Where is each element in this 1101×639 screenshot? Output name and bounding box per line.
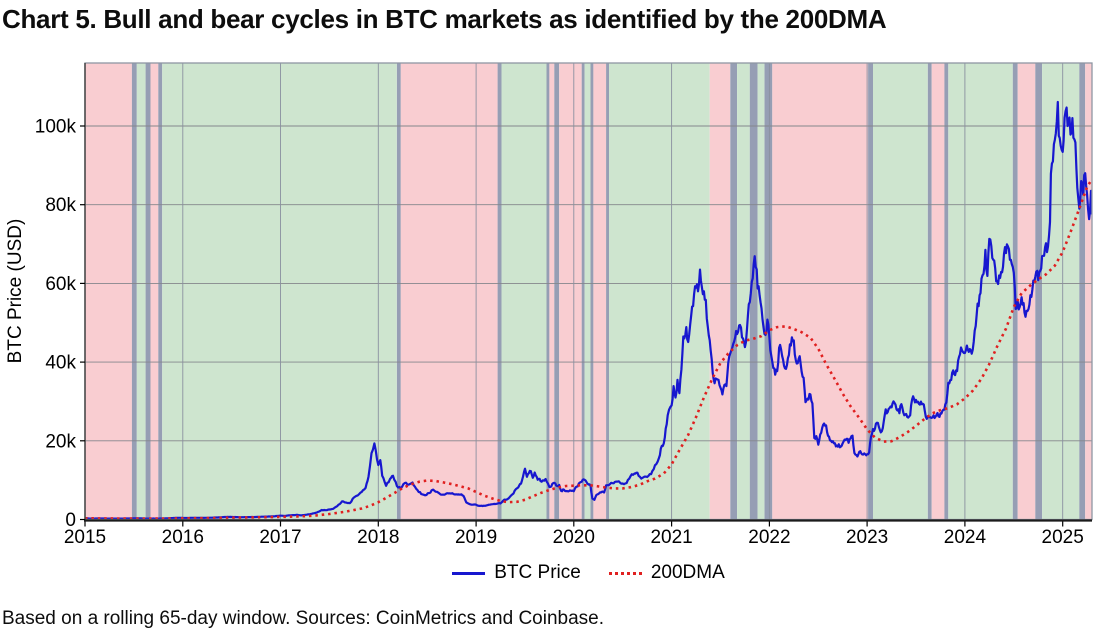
x-tick-label: 2015 [64, 527, 106, 548]
regime-band-bull [609, 63, 710, 520]
regime-band-bear [1085, 63, 1092, 520]
regime-band-neutral [546, 63, 550, 520]
chart-title: Chart 5. Bull and bear cycles in BTC mar… [2, 4, 887, 34]
legend-label-btc-price: BTC Price [494, 562, 581, 583]
regime-band-neutral [764, 63, 773, 520]
dma-line-swatch [608, 571, 642, 575]
regime-band-neutral [730, 63, 738, 520]
regime-band-neutral [145, 63, 151, 520]
regime-band-neutral [581, 63, 585, 520]
legend-label-200dma: 200DMA [650, 562, 725, 583]
x-tick-label: 2018 [357, 527, 399, 548]
regime-band-neutral [396, 63, 401, 520]
x-tick-label: 2023 [846, 527, 888, 548]
regime-band-bear [549, 63, 555, 520]
x-tick-label: 2019 [455, 527, 497, 548]
x-tick-label: 2017 [259, 527, 301, 548]
regime-band-bull [737, 63, 750, 520]
regime-band-bull [757, 63, 765, 520]
regime-band-neutral [554, 63, 560, 520]
chart-canvas: BTC Price (USD) 2015 2016 2017 2018 2019 2020… [5, 62, 1093, 548]
y-tick-label: 0 [65, 510, 76, 531]
legend-item-btc-price: BTC Price [452, 562, 581, 584]
y-tick-label: 40k [45, 353, 76, 374]
regime-band-bear [709, 63, 731, 520]
x-tick-label: 2021 [650, 527, 692, 548]
chart-legend: BTC Price 200DMA [85, 562, 1092, 584]
regime-band-bear [1017, 63, 1036, 520]
x-tick-label: 2020 [553, 527, 595, 548]
regime-band-bear [559, 63, 582, 520]
y-tick-label: 80k [45, 195, 76, 216]
regime-band-neutral [749, 63, 758, 520]
source-note: Based on a rolling 65-day window. Source… [2, 608, 604, 629]
regime-band-bear [931, 63, 945, 520]
regime-band-neutral [868, 63, 873, 520]
regime-band-neutral [497, 63, 502, 520]
regime-band-bear [85, 63, 132, 520]
x-tick-label: 2016 [162, 527, 204, 548]
regime-band-bear [593, 63, 607, 520]
x-tick-label: 2025 [1042, 527, 1084, 548]
regime-band-bull [584, 63, 591, 520]
regime-band-bear [400, 63, 498, 520]
legend-item-200dma: 200DMA [608, 562, 725, 584]
regime-band-neutral [606, 63, 609, 520]
btc-price-line-swatch [452, 571, 486, 575]
regime-band-neutral [1035, 63, 1043, 520]
regime-band-neutral [590, 63, 594, 520]
regime-band-bear [150, 63, 159, 520]
y-tick-label: 100k [35, 117, 77, 138]
regime-band-neutral [1079, 63, 1086, 520]
dma-line [85, 178, 1092, 520]
x-tick-label: 2024 [944, 527, 987, 548]
regime-band-neutral [131, 63, 137, 520]
regime-band-neutral [158, 63, 163, 520]
y-tick-label: 20k [45, 431, 76, 452]
x-tick-label: 2022 [748, 527, 790, 548]
regime-band-bull [501, 63, 547, 520]
y-axis-title: BTC Price (USD) [5, 219, 26, 364]
y-tick-label: 60k [45, 274, 76, 295]
regime-band-bull [136, 63, 146, 520]
regime-band-bull [162, 63, 397, 520]
regime-band-neutral [927, 63, 932, 520]
regime-band-bull [873, 63, 928, 520]
regime-band-neutral [944, 63, 949, 520]
